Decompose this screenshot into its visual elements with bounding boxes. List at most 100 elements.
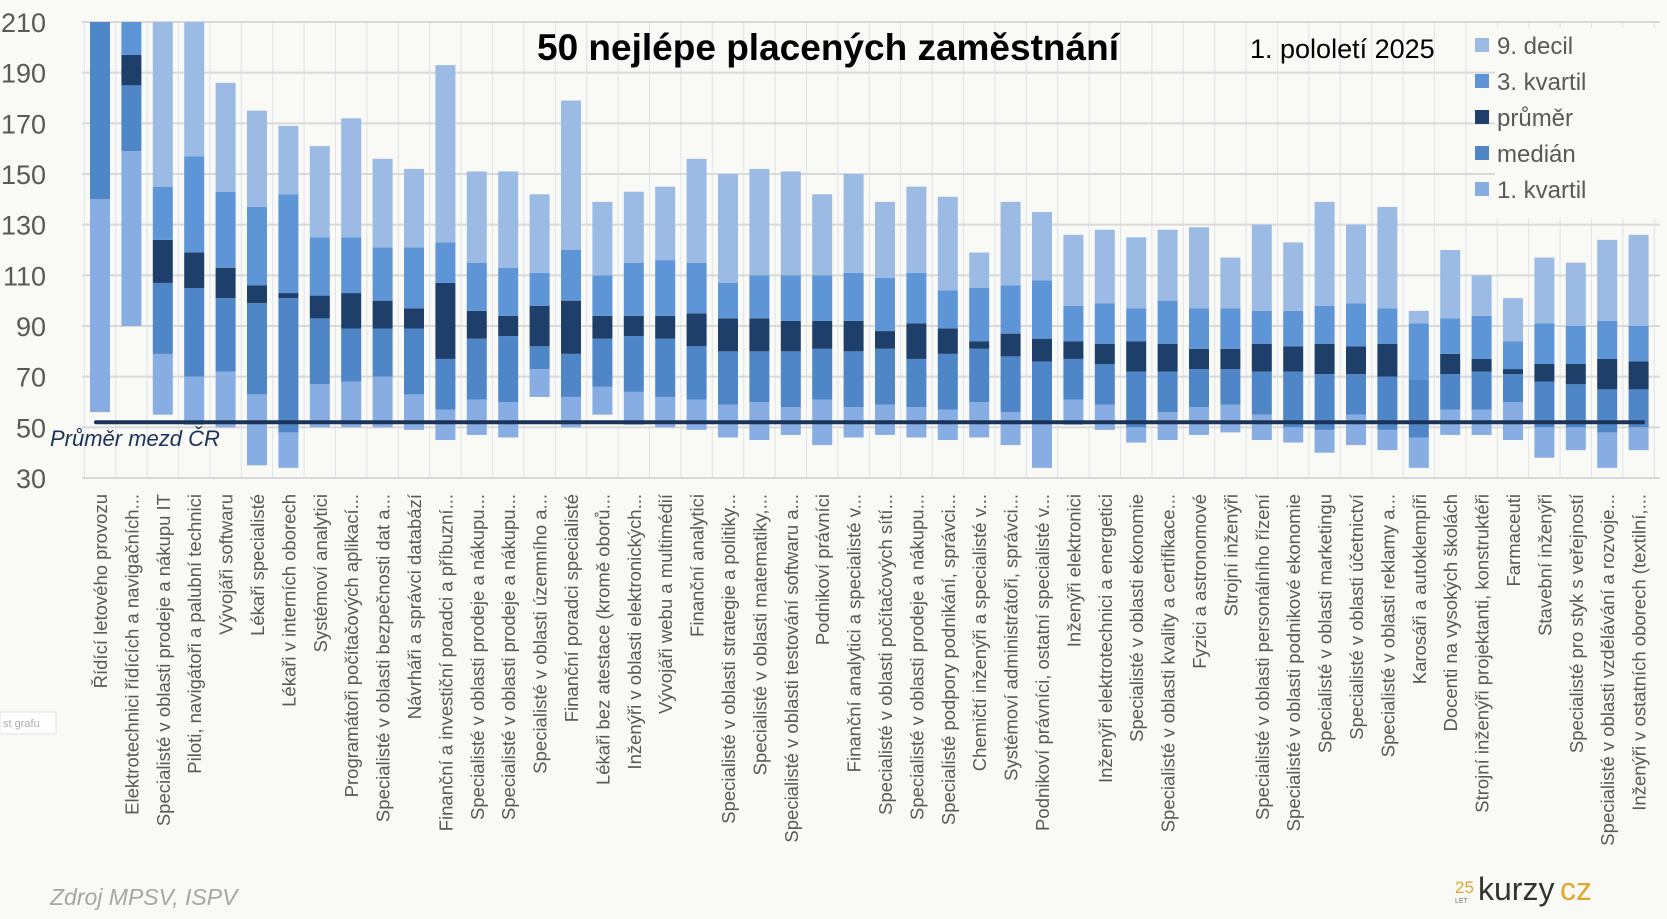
bar-segment-3rd-quartile[interactable] xyxy=(655,260,676,316)
bar-segment-9th-decile[interactable] xyxy=(1565,262,1586,326)
bar-segment-mean[interactable] xyxy=(561,300,581,354)
bar-segment-1st-quartile[interactable] xyxy=(1408,437,1429,468)
bar-group[interactable] xyxy=(121,22,142,326)
bar-segment-9th-decile[interactable] xyxy=(561,100,581,251)
bar-segment-3rd-quartile[interactable] xyxy=(498,267,519,316)
bar-segment-mean[interactable] xyxy=(1628,361,1649,390)
bar-segment-1st-quartile[interactable] xyxy=(1000,412,1021,446)
bar-segment-median[interactable] xyxy=(1220,369,1241,405)
bar-segment-3rd-quartile[interactable] xyxy=(749,275,770,319)
bar-segment-9th-decile[interactable] xyxy=(529,194,550,273)
bar-segment-mean[interactable] xyxy=(1534,364,1555,382)
bar-segment-median[interactable] xyxy=(90,22,110,200)
bar-segment-1st-quartile[interactable] xyxy=(1220,404,1241,433)
bar-segment-3rd-quartile[interactable] xyxy=(1440,318,1461,354)
bar-group[interactable] xyxy=(372,158,393,428)
bar-segment-median[interactable] xyxy=(1440,374,1461,410)
bar-group[interactable] xyxy=(1628,234,1649,451)
bar-segment-1st-quartile[interactable] xyxy=(466,399,487,435)
bar-segment-mean[interactable] xyxy=(372,300,393,329)
bar-segment-3rd-quartile[interactable] xyxy=(686,262,707,314)
bar-group[interactable] xyxy=(592,201,613,415)
bar-segment-median[interactable] xyxy=(1565,384,1586,428)
bar-group[interactable] xyxy=(812,194,833,446)
bar-segment-median[interactable] xyxy=(435,358,456,410)
bar-segment-9th-decile[interactable] xyxy=(372,158,393,248)
bar-segment-median[interactable] xyxy=(1094,364,1115,405)
bar-segment-1st-quartile[interactable] xyxy=(404,394,424,430)
bar-segment-median[interactable] xyxy=(592,338,613,387)
bar-segment-mean[interactable] xyxy=(655,315,676,339)
bar-segment-3rd-quartile[interactable] xyxy=(1126,308,1147,342)
bar-segment-1st-quartile[interactable] xyxy=(1534,427,1555,458)
bar-segment-median[interactable] xyxy=(1377,376,1398,430)
bar-segment-1st-quartile[interactable] xyxy=(1565,427,1586,451)
bar-segment-mean[interactable] xyxy=(1314,343,1335,375)
bar-group[interactable] xyxy=(498,171,519,438)
bar-segment-1st-quartile[interactable] xyxy=(184,376,205,425)
bar-segment-9th-decile[interactable] xyxy=(1189,227,1209,309)
bar-segment-1st-quartile[interactable] xyxy=(90,199,110,413)
bar-segment-3rd-quartile[interactable] xyxy=(561,250,581,301)
bar-segment-9th-decile[interactable] xyxy=(875,201,895,278)
bar-segment-9th-decile[interactable] xyxy=(466,171,487,263)
bar-segment-mean[interactable] xyxy=(749,318,770,352)
bar-group[interactable] xyxy=(1251,224,1272,440)
bar-group[interactable] xyxy=(906,186,927,438)
bar-group[interactable] xyxy=(278,125,299,468)
bar-segment-9th-decile[interactable] xyxy=(969,252,990,288)
bar-segment-9th-decile[interactable] xyxy=(749,168,770,276)
bar-group[interactable] xyxy=(1440,250,1461,435)
bar-segment-9th-decile[interactable] xyxy=(1157,229,1178,301)
bar-group[interactable] xyxy=(718,174,738,438)
bar-segment-3rd-quartile[interactable] xyxy=(1189,308,1209,349)
bar-group[interactable] xyxy=(623,191,644,425)
bar-group[interactable] xyxy=(780,171,801,435)
bar-segment-3rd-quartile[interactable] xyxy=(969,288,990,342)
bar-segment-median[interactable] xyxy=(498,336,519,402)
bar-segment-median[interactable] xyxy=(247,303,267,395)
bar-segment-mean[interactable] xyxy=(875,331,895,349)
bar-segment-mean[interactable] xyxy=(1346,346,1366,375)
bar-segment-3rd-quartile[interactable] xyxy=(1503,341,1523,370)
bar-segment-1st-quartile[interactable] xyxy=(1063,399,1084,425)
bar-segment-3rd-quartile[interactable] xyxy=(215,191,236,268)
bar-segment-mean[interactable] xyxy=(1189,348,1209,370)
bar-segment-3rd-quartile[interactable] xyxy=(812,275,833,321)
bar-segment-median[interactable] xyxy=(686,346,707,400)
bar-group[interactable] xyxy=(655,186,676,428)
bar-segment-9th-decile[interactable] xyxy=(1597,239,1618,321)
bar-segment-1st-quartile[interactable] xyxy=(1283,427,1304,443)
bar-segment-mean[interactable] xyxy=(121,54,142,86)
bar-group[interactable] xyxy=(1534,257,1555,458)
bar-segment-median[interactable] xyxy=(1314,374,1335,430)
bar-group[interactable] xyxy=(1220,257,1241,433)
bar-segment-mean[interactable] xyxy=(1032,338,1052,362)
bar-segment-3rd-quartile[interactable] xyxy=(1628,326,1649,362)
bar-segment-1st-quartile[interactable] xyxy=(1597,432,1618,468)
bar-segment-mean[interactable] xyxy=(498,315,519,337)
bar-segment-9th-decile[interactable] xyxy=(498,171,519,268)
bar-segment-mean[interactable] xyxy=(906,323,927,359)
bar-segment-1st-quartile[interactable] xyxy=(152,353,173,415)
bar-segment-1st-quartile[interactable] xyxy=(1377,429,1398,451)
bar-segment-mean[interactable] xyxy=(1251,343,1272,372)
bar-segment-3rd-quartile[interactable] xyxy=(1346,303,1366,347)
bar-segment-1st-quartile[interactable] xyxy=(1251,414,1272,440)
bar-segment-9th-decile[interactable] xyxy=(1440,250,1461,319)
bar-segment-9th-decile[interactable] xyxy=(247,110,267,207)
bar-segment-1st-quartile[interactable] xyxy=(592,386,613,415)
bar-segment-1st-quartile[interactable] xyxy=(372,376,393,428)
bar-group[interactable] xyxy=(1565,262,1586,451)
bar-group[interactable] xyxy=(561,100,581,428)
bar-segment-3rd-quartile[interactable] xyxy=(1000,285,1021,334)
bar-segment-mean[interactable] xyxy=(1220,348,1241,370)
bar-segment-1st-quartile[interactable] xyxy=(561,396,581,428)
bar-group[interactable] xyxy=(215,82,236,428)
bar-segment-3rd-quartile[interactable] xyxy=(1032,280,1052,339)
bar-segment-3rd-quartile[interactable] xyxy=(152,186,173,240)
bar-group[interactable] xyxy=(1408,310,1429,468)
bar-group[interactable] xyxy=(247,110,267,466)
bar-segment-mean[interactable] xyxy=(1094,343,1115,364)
bar-segment-9th-decile[interactable] xyxy=(1503,298,1523,342)
